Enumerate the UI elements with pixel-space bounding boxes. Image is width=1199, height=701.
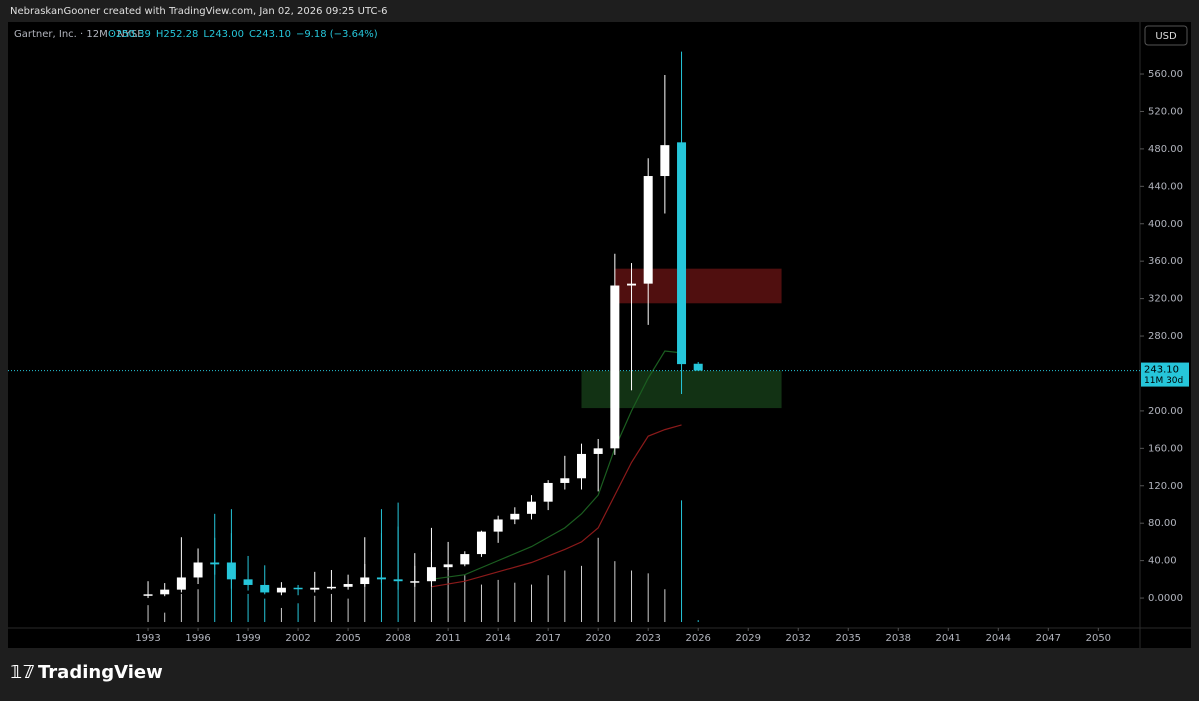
candle-body xyxy=(660,145,670,177)
x-tick-label: 2035 xyxy=(836,633,861,644)
x-tick-label: 2029 xyxy=(735,633,760,644)
candle-body xyxy=(293,587,303,590)
zone xyxy=(614,268,782,304)
y-tick-label: 200.00 xyxy=(1148,406,1183,417)
price-label: 243.10 xyxy=(1144,365,1179,376)
x-tick-label: 1996 xyxy=(185,633,210,644)
candle-body xyxy=(460,554,470,565)
x-tick-label: 2011 xyxy=(435,633,460,644)
candle-body xyxy=(160,589,170,595)
ohlc-value: O250.39 xyxy=(108,29,151,40)
candle-body xyxy=(326,586,336,589)
x-tick-label: 1993 xyxy=(135,633,160,644)
ohlc-value: −9.18 (−3.64%) xyxy=(296,29,378,40)
x-tick-label: 2026 xyxy=(685,633,710,644)
x-tick-label: 2047 xyxy=(1036,633,1061,644)
candle-body xyxy=(526,501,536,514)
y-tick-label: 520.00 xyxy=(1148,106,1183,117)
y-tick-label: 360.00 xyxy=(1148,256,1183,267)
x-tick-label: 2038 xyxy=(886,633,911,644)
chart-pane xyxy=(8,22,1191,648)
ohlc-value: C243.10 xyxy=(249,29,291,40)
candle-body xyxy=(243,579,253,585)
x-tick-label: 2002 xyxy=(285,633,310,644)
y-tick-label: 40.00 xyxy=(1148,556,1177,567)
y-tick-label: 320.00 xyxy=(1148,294,1183,305)
candle-body xyxy=(260,584,270,593)
ohlc-value: H252.28 xyxy=(156,29,199,40)
y-tick-label: 560.00 xyxy=(1148,69,1183,80)
x-tick-label: 2020 xyxy=(585,633,610,644)
ohlc-value: L243.00 xyxy=(203,29,244,40)
candle-body xyxy=(376,577,386,580)
candle-body xyxy=(510,513,520,520)
x-tick-label: 2050 xyxy=(1086,633,1111,644)
candle-body xyxy=(693,363,703,371)
candle-body xyxy=(677,142,687,365)
y-tick-label: 400.00 xyxy=(1148,219,1183,230)
candle-body xyxy=(610,285,620,449)
candle-body xyxy=(577,453,587,479)
candle-body xyxy=(310,587,320,590)
y-tick-label: 440.00 xyxy=(1148,181,1183,192)
candle-body xyxy=(543,482,553,502)
candle-body xyxy=(210,562,220,565)
candle-body xyxy=(476,531,486,555)
candle-body xyxy=(493,519,503,532)
candle-body xyxy=(593,448,603,454)
candle-body xyxy=(276,587,286,593)
candle-body xyxy=(343,584,353,587)
moving-average xyxy=(431,424,682,588)
symbol: Gartner, Inc. · 12M · NYSE xyxy=(14,29,144,40)
candle-body xyxy=(226,562,236,580)
x-tick-label: 2023 xyxy=(635,633,660,644)
candle-body xyxy=(193,562,203,578)
y-tick-label: 160.00 xyxy=(1148,443,1183,454)
candle-body xyxy=(643,176,653,284)
candle-body xyxy=(443,564,453,568)
price-label-box xyxy=(1141,362,1189,387)
attribution: NebraskanGooner created with TradingView… xyxy=(10,6,387,17)
y-tick-label: 120.00 xyxy=(1148,481,1183,492)
x-tick-label: 2017 xyxy=(535,633,560,644)
y-tick-label: 280.00 xyxy=(1148,331,1183,342)
brand: TradingView xyxy=(38,662,163,683)
candle-body xyxy=(426,567,436,582)
x-tick-label: 2041 xyxy=(936,633,961,644)
candle-body xyxy=(560,478,570,483)
candle-body xyxy=(143,594,153,596)
x-tick-label: 1999 xyxy=(235,633,260,644)
y-tick-label: 480.00 xyxy=(1148,144,1183,155)
x-tick-label: 2005 xyxy=(335,633,360,644)
countdown: 11M 30d xyxy=(1144,376,1183,386)
x-tick-label: 2014 xyxy=(485,633,510,644)
x-tick-label: 2044 xyxy=(986,633,1011,644)
candle-body xyxy=(360,577,370,585)
currency[interactable]: USD xyxy=(1155,31,1177,42)
y-tick-label: 80.00 xyxy=(1148,518,1177,529)
moving-average xyxy=(431,350,682,580)
logo-mark: 𝟙𝟟 xyxy=(10,662,35,683)
candle-body xyxy=(393,579,403,582)
candle-body xyxy=(627,283,637,286)
y-tick-label: 0.0000 xyxy=(1148,593,1183,604)
x-tick-label: 2008 xyxy=(385,633,410,644)
candle-body xyxy=(176,577,186,590)
currency-button[interactable] xyxy=(1144,25,1188,46)
candle-body xyxy=(410,581,420,583)
x-tick-label: 2032 xyxy=(786,633,811,644)
